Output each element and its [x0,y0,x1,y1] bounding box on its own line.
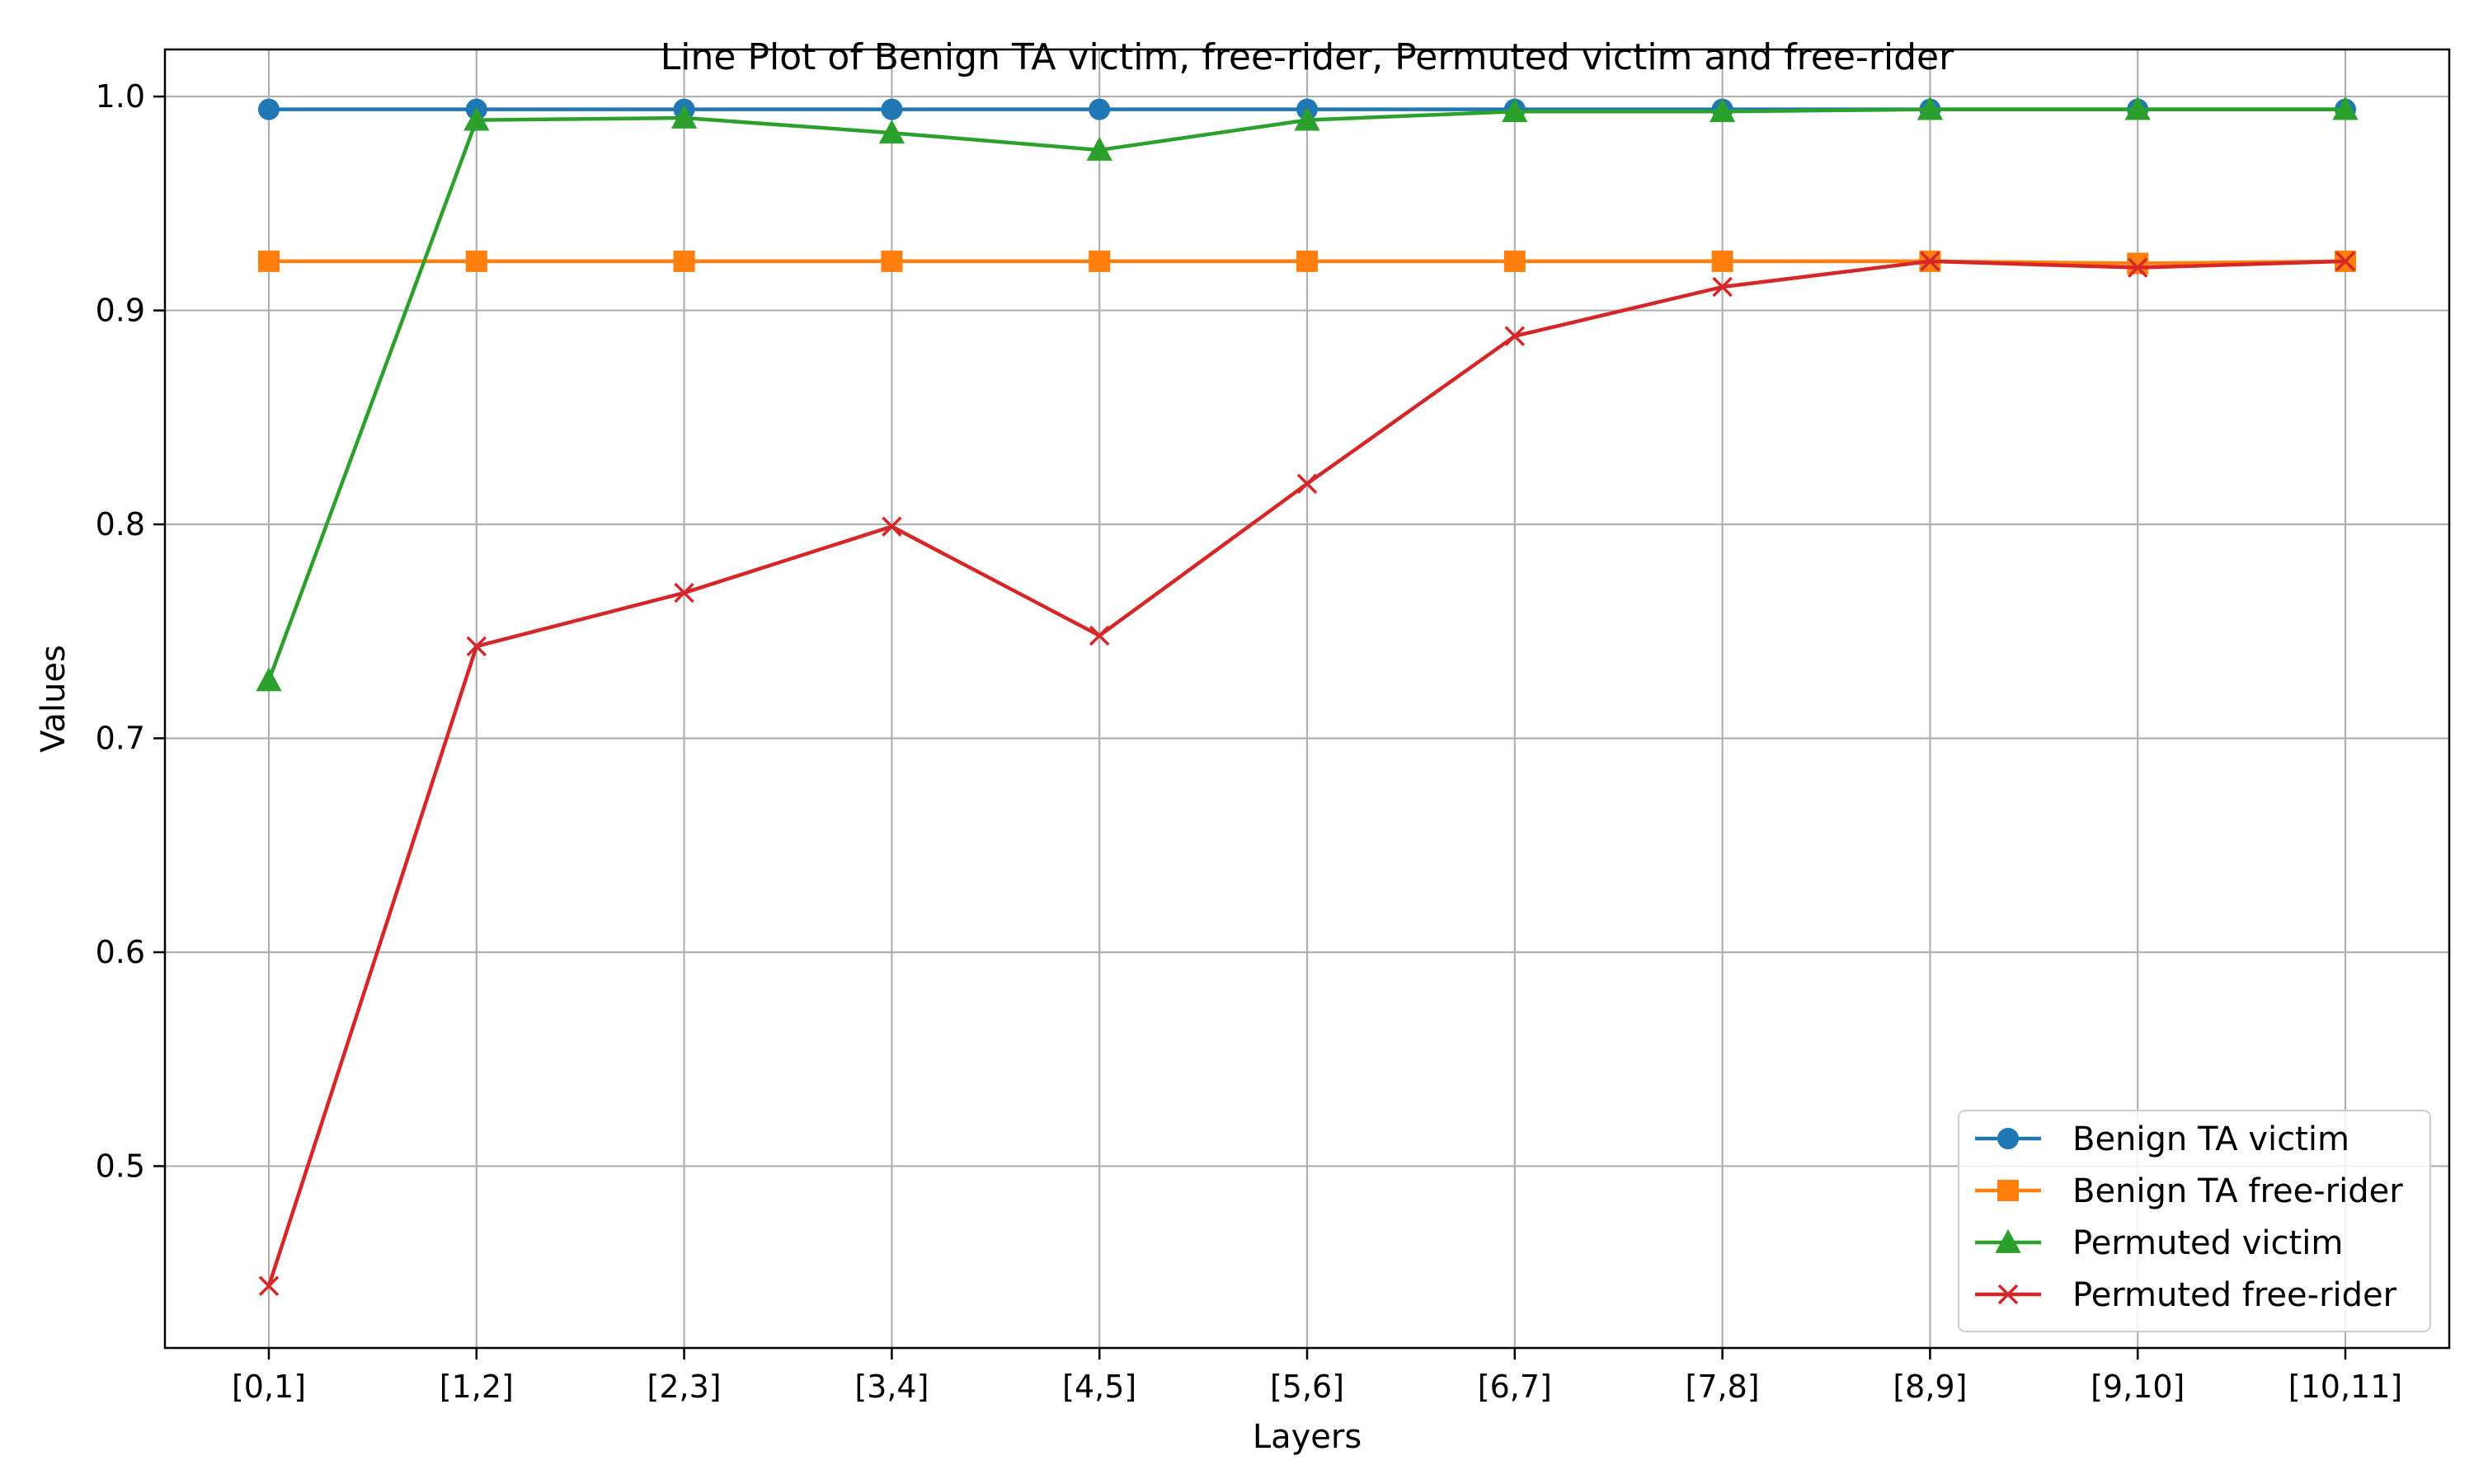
data-point [465,250,487,272]
y-tick-label: 0.9 [96,293,145,329]
chart-title: Line Plot of Benign TA victim, free-ride… [661,36,1954,78]
legend-item: Benign TA free-rider [1975,1172,2403,1210]
data-point [463,106,490,131]
data-point [466,636,487,657]
data-point [2127,252,2149,275]
data-point [2332,96,2359,120]
series-4 [258,251,2356,1296]
x-tick-label: [4,5] [1062,1369,1136,1405]
legend-label: Benign TA victim [2072,1120,2349,1158]
legend-label: Permuted free-rider [2072,1276,2397,1314]
x-tick-label: [1,2] [440,1369,514,1405]
x-tick-label: [6,7] [1478,1369,1552,1405]
x-tick-label: [3,4] [854,1369,929,1405]
data-point [1086,136,1112,161]
series-layer [256,96,2359,1296]
data-point [1709,98,1736,123]
x-tick-label: [5,6] [1270,1369,1344,1405]
data-point [881,250,903,272]
x-tick-label: [0,1] [232,1369,306,1405]
axis-ticks: [0,1] [1,2] [2,3] [3,4] [4,5] [5,6] [6,7] [7,8]… [96,78,2403,1405]
y-tick-label: 0.7 [96,721,145,757]
data-point [670,104,698,129]
data-point [256,667,282,692]
data-point [1504,326,1526,346]
data-point [2124,96,2151,120]
data-point [1089,250,1111,272]
legend-marker [1997,1284,2019,1305]
x-axis-label: Layers [1253,1418,1362,1456]
x-tick-label: [7,8] [1686,1369,1760,1405]
data-point [2335,251,2356,272]
legend-label: Benign TA free-rider [2072,1172,2403,1210]
legend-item: Permuted free-rider [1975,1276,2397,1314]
legend-label: Permuted victim [2072,1224,2343,1262]
data-point [1503,250,1526,272]
data-point [258,98,280,120]
data-point [673,250,695,272]
x-tick-label: [2,3] [647,1369,722,1405]
legend-marker [1997,1180,2019,1201]
data-point [258,250,280,272]
data-point [1296,473,1318,494]
data-point [1296,250,1318,272]
data-point [1917,96,1944,120]
legend-item: Benign TA victim [1975,1120,2349,1158]
legend-marker [1995,1228,2021,1253]
legend-item: Permuted victim [1975,1224,2343,1262]
y-tick-label: 0.6 [96,934,145,970]
data-point [1712,276,1733,298]
series-3 [256,96,2359,692]
data-point [1089,98,1111,120]
x-tick-label: [9,10] [2091,1369,2185,1405]
y-tick-label: 0.8 [96,506,145,542]
legend-marker [1997,1128,2019,1149]
x-tick-label: [8,9] [1893,1369,1967,1405]
data-point [1089,625,1110,646]
data-point [2127,257,2148,278]
data-point [1711,250,1733,272]
legend-box [1958,1110,2431,1332]
data-point [882,516,902,537]
y-tick-label: 1.0 [96,78,145,115]
legend: Benign TA victim Benign TA free-rider Perm… [1958,1110,2431,1332]
data-point [878,120,905,144]
data-point [258,1275,280,1296]
x-tick-label: [10,11] [2288,1369,2402,1405]
data-point [1920,251,1940,272]
data-point [1294,106,1320,131]
data-point [1502,98,1528,123]
y-axis-label: Values [35,645,73,753]
data-point [674,582,694,603]
data-point [881,98,903,120]
y-tick-label: 0.5 [96,1148,145,1184]
